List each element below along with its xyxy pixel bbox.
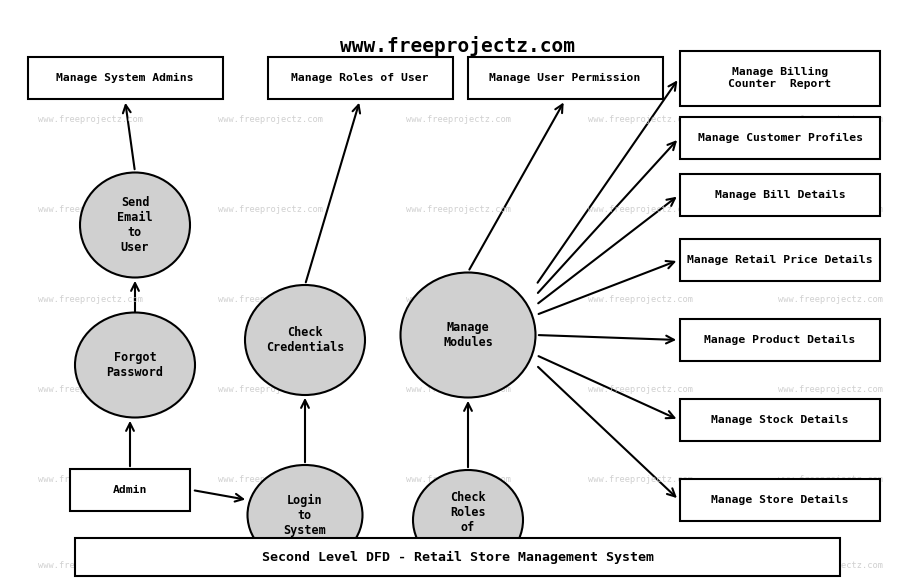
- Ellipse shape: [245, 285, 365, 395]
- Text: www.freeprojectz.com: www.freeprojectz.com: [778, 116, 882, 124]
- Ellipse shape: [413, 470, 523, 570]
- Bar: [467, 57, 662, 99]
- Bar: [680, 174, 880, 216]
- Text: www.freeprojectz.com: www.freeprojectz.com: [406, 116, 510, 124]
- Bar: [680, 239, 880, 281]
- Text: Manage Billing
Counter  Report: Manage Billing Counter Report: [728, 67, 832, 89]
- Text: www.freeprojectz.com: www.freeprojectz.com: [38, 386, 143, 394]
- Text: Manage Stock Details: Manage Stock Details: [711, 415, 849, 425]
- Bar: [680, 479, 880, 521]
- Text: Check
Roles
of
Access: Check Roles of Access: [447, 491, 489, 549]
- Text: Manage Product Details: Manage Product Details: [704, 335, 856, 345]
- Text: Manage System Admins: Manage System Admins: [56, 73, 194, 83]
- Text: www.freeprojectz.com: www.freeprojectz.com: [38, 561, 143, 569]
- Text: www.freeprojectz.com: www.freeprojectz.com: [587, 386, 692, 394]
- Text: Manage Customer Profiles: Manage Customer Profiles: [697, 133, 863, 143]
- Text: www.freeprojectz.com: www.freeprojectz.com: [217, 295, 322, 305]
- Ellipse shape: [400, 272, 536, 397]
- Text: www.freeprojectz.com: www.freeprojectz.com: [406, 561, 510, 569]
- Text: www.freeprojectz.com: www.freeprojectz.com: [587, 116, 692, 124]
- Text: Second Level DFD - Retail Store Management System: Second Level DFD - Retail Store Manageme…: [262, 551, 654, 564]
- Ellipse shape: [247, 465, 363, 565]
- Bar: [680, 117, 880, 159]
- Text: Manage
Modules: Manage Modules: [443, 321, 493, 349]
- Text: Send
Email
to
User: Send Email to User: [117, 196, 153, 254]
- Text: www.freeprojectz.com: www.freeprojectz.com: [778, 386, 882, 394]
- Text: Admin: Admin: [113, 485, 147, 495]
- Text: www.freeprojectz.com: www.freeprojectz.com: [341, 36, 575, 56]
- Text: www.freeprojectz.com: www.freeprojectz.com: [217, 116, 322, 124]
- Text: Manage User Permission: Manage User Permission: [489, 73, 640, 83]
- Text: www.freeprojectz.com: www.freeprojectz.com: [406, 475, 510, 484]
- Text: Manage Store Details: Manage Store Details: [711, 495, 849, 505]
- Text: Manage Bill Details: Manage Bill Details: [714, 190, 845, 200]
- Ellipse shape: [75, 312, 195, 417]
- Text: www.freeprojectz.com: www.freeprojectz.com: [587, 561, 692, 569]
- Bar: [70, 469, 190, 511]
- Text: www.freeprojectz.com: www.freeprojectz.com: [38, 116, 143, 124]
- Ellipse shape: [80, 173, 190, 278]
- Text: Manage Retail Price Details: Manage Retail Price Details: [687, 255, 873, 265]
- Text: www.freeprojectz.com: www.freeprojectz.com: [406, 205, 510, 214]
- Text: www.freeprojectz.com: www.freeprojectz.com: [217, 205, 322, 214]
- Text: www.freeprojectz.com: www.freeprojectz.com: [217, 386, 322, 394]
- Text: www.freeprojectz.com: www.freeprojectz.com: [217, 475, 322, 484]
- Bar: [680, 50, 880, 106]
- Bar: [680, 399, 880, 441]
- Text: Login
to
System: Login to System: [284, 494, 326, 537]
- Text: www.freeprojectz.com: www.freeprojectz.com: [38, 475, 143, 484]
- Text: www.freeprojectz.com: www.freeprojectz.com: [38, 205, 143, 214]
- Text: www.freeprojectz.com: www.freeprojectz.com: [38, 295, 143, 305]
- Text: www.freeprojectz.com: www.freeprojectz.com: [587, 475, 692, 484]
- Text: Forgot
Password: Forgot Password: [106, 351, 163, 379]
- Text: www.freeprojectz.com: www.freeprojectz.com: [778, 295, 882, 305]
- Text: www.freeprojectz.com: www.freeprojectz.com: [778, 475, 882, 484]
- Bar: [27, 57, 223, 99]
- Bar: [75, 538, 840, 576]
- Text: www.freeprojectz.com: www.freeprojectz.com: [587, 205, 692, 214]
- Text: www.freeprojectz.com: www.freeprojectz.com: [217, 561, 322, 569]
- Text: www.freeprojectz.com: www.freeprojectz.com: [406, 295, 510, 305]
- Text: www.freeprojectz.com: www.freeprojectz.com: [587, 295, 692, 305]
- Text: www.freeprojectz.com: www.freeprojectz.com: [778, 205, 882, 214]
- Bar: [267, 57, 453, 99]
- Bar: [680, 319, 880, 361]
- Text: www.freeprojectz.com: www.freeprojectz.com: [406, 386, 510, 394]
- Text: www.freeprojectz.com: www.freeprojectz.com: [778, 561, 882, 569]
- Text: Check
Credentials: Check Credentials: [266, 326, 344, 354]
- Text: Manage Roles of User: Manage Roles of User: [291, 73, 429, 83]
